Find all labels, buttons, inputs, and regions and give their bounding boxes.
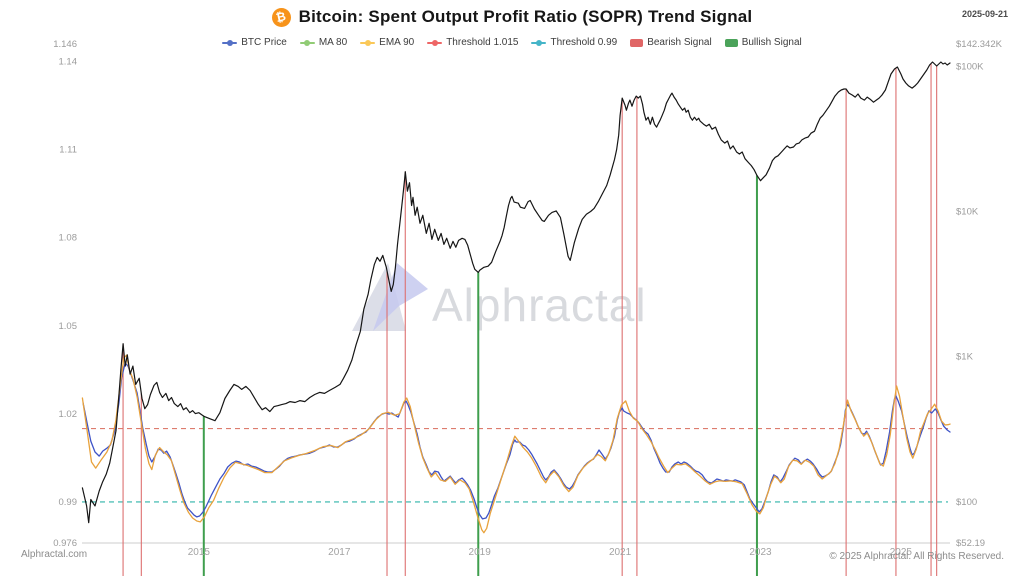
left-axis-tick-label: 1.08 (59, 233, 78, 244)
legend-item-ma-80[interactable]: MA 80 (299, 37, 348, 48)
legend: BTC Price MA 80 EMA 90 Threshold 1.015 Thres… (0, 37, 1024, 48)
page-title: Bitcoin: Spent Output Profit Ratio (SOPR… (298, 7, 753, 26)
footer-site: Alphractal.com (21, 549, 88, 560)
x-axis-tick-label: 2019 (469, 547, 492, 558)
right-axis-tick-label: $100 (956, 497, 977, 508)
date-label: 2025-09-21 (961, 9, 1008, 19)
right-axis-tick-label: $142.342K (956, 39, 1003, 50)
right-axis-tick-label: $10K (956, 207, 979, 218)
x-axis-tick-label: 2021 (609, 547, 632, 558)
left-axis-tick-label: 1.146 (53, 39, 77, 50)
legend-item-label: Bullish Signal (741, 37, 802, 48)
legend-marker-icon (360, 39, 376, 46)
legend-item-bearish-signal[interactable]: Bearish Signal (630, 37, 712, 48)
x-axis-tick-label: 2015 (188, 547, 211, 558)
left-axis-tick-label: 1.11 (59, 145, 77, 156)
legend-item-label: EMA 90 (379, 37, 415, 48)
legend-marker-icon (427, 39, 443, 46)
left-axis-tick-label: 0.99 (59, 497, 78, 508)
legend-item-label: BTC Price (241, 37, 287, 48)
ma-80-line (82, 362, 951, 520)
legend-item-label: Threshold 0.99 (550, 37, 618, 48)
right-axis-tick-label: $52.19 (956, 538, 985, 549)
bearish-signal-lines (122, 63, 938, 576)
ema-90-line (81, 354, 951, 534)
footer-copyright: © 2025 Alphractal. All Rights Reserved. (829, 551, 1004, 562)
btc-price-line (81, 61, 951, 524)
legend-marker-icon (531, 39, 547, 46)
legend-item-threshold-1-015[interactable]: Threshold 1.015 (427, 37, 518, 48)
legend-item-label: Threshold 1.015 (446, 37, 519, 48)
legend-marker-icon (299, 39, 315, 46)
watermark-logo-icon: Alphractal (352, 263, 647, 331)
left-axis-tick-label: 0.976 (53, 538, 77, 549)
legend-item-label: Bearish Signal (647, 37, 712, 48)
watermark-text: Alphractal (432, 279, 647, 331)
left-axis-tick-label: 1.05 (59, 321, 78, 332)
header: ₿ Bitcoin: Spent Output Profit Ratio (SO… (0, 7, 1024, 27)
right-axis-tick-label: $100K (956, 61, 984, 72)
legend-marker-icon (724, 38, 738, 47)
left-axis-tick-label: 1.02 (59, 409, 78, 420)
legend-item-threshold-0-99[interactable]: Threshold 0.99 (531, 37, 617, 48)
bitcoin-icon: ₿ (271, 7, 291, 27)
x-axis-tick-label: 2017 (328, 547, 351, 558)
legend-marker-icon (630, 38, 644, 47)
legend-item-btc-price[interactable]: BTC Price (222, 37, 287, 48)
x-axis-ticks: 2015 2017 2019 2021 2023 2025 (188, 547, 913, 558)
legend-item-bullish-signal[interactable]: Bullish Signal (724, 37, 802, 48)
left-axis-tick-label: 1.14 (59, 57, 78, 68)
legend-item-label: MA 80 (318, 37, 348, 48)
right-axis-tick-label: $1K (956, 352, 974, 363)
legend-marker-icon (222, 39, 238, 46)
right-axis-ticks: $142.342K $100K $10K $1K $100 $52.19 (956, 39, 1003, 549)
left-axis-ticks: 1.146 1.14 1.11 1.08 1.05 1.02 0.99 0.976 (53, 39, 77, 549)
x-axis-tick-label: 2025 (890, 547, 913, 558)
x-axis-tick-label: 2023 (749, 547, 772, 558)
legend-item-ema-90[interactable]: EMA 90 (360, 37, 414, 48)
